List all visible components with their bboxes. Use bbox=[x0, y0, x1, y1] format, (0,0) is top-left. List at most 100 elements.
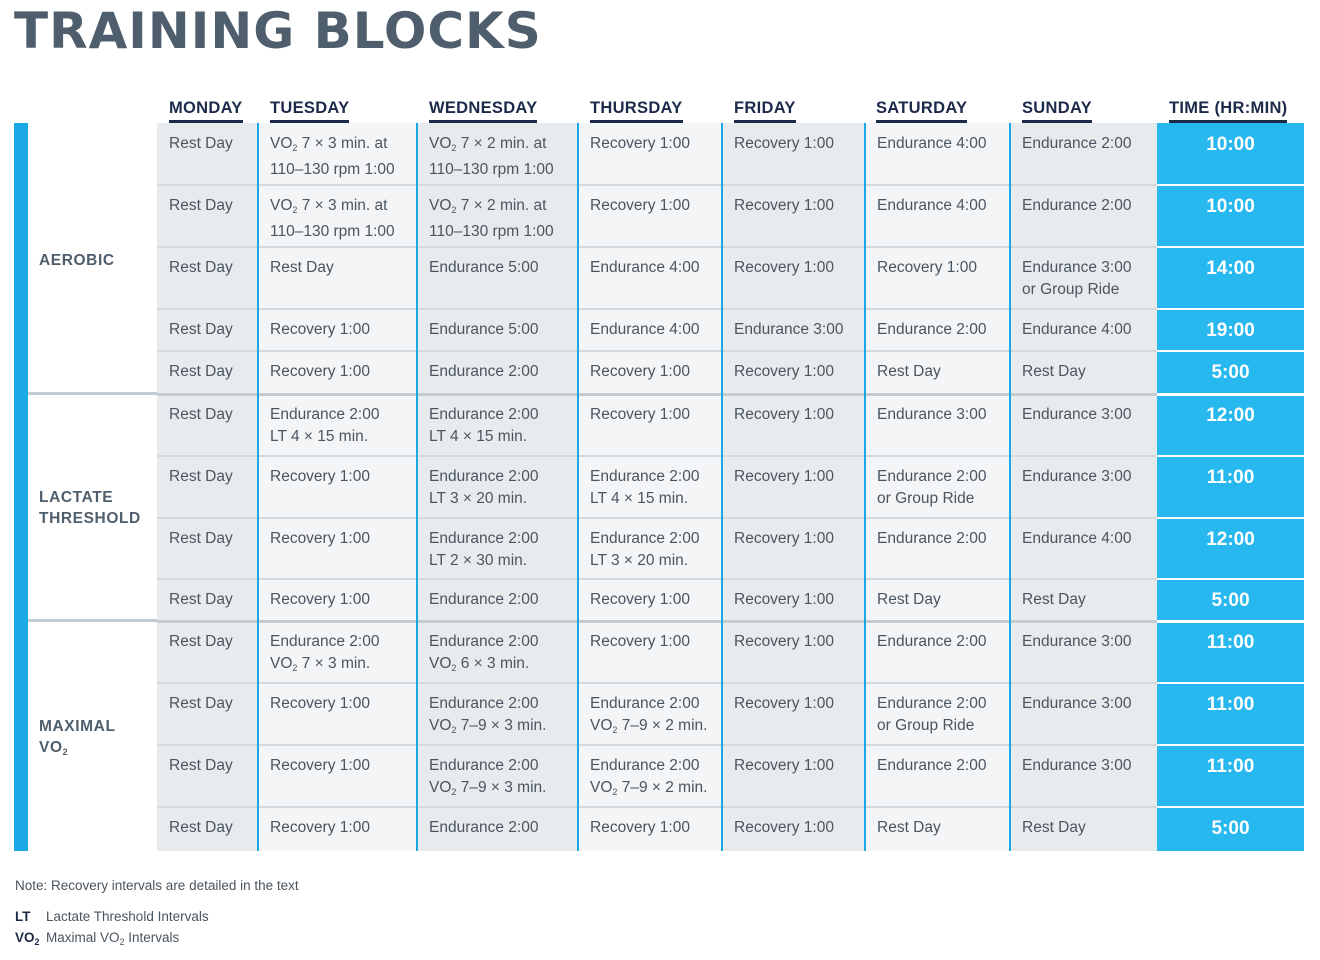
table-cell: Rest Day bbox=[157, 683, 258, 745]
row-divider bbox=[157, 806, 1157, 808]
table-cell: Recovery 1:00 bbox=[722, 351, 865, 394]
table-cell: Rest Day bbox=[865, 579, 1010, 621]
time-divider bbox=[1157, 682, 1304, 684]
column-divider bbox=[864, 123, 866, 851]
table-cell: Endurance 5:00 bbox=[417, 309, 578, 351]
column-header-time-hr-min: TIME (HR:MIN) bbox=[1169, 99, 1288, 123]
total-time-cell: 5:00 bbox=[1157, 579, 1304, 621]
table-cell: Endurance 2:00 LT 3 × 20 min. bbox=[417, 456, 578, 518]
table-cell: Rest Day bbox=[157, 123, 258, 185]
table-cell: Recovery 1:00 bbox=[578, 621, 722, 683]
legend-item: LT Lactate Threshold Intervals bbox=[15, 909, 209, 924]
table-cell: Rest Day bbox=[865, 351, 1010, 394]
total-time-cell: 10:00 bbox=[1157, 185, 1304, 247]
table-cell: Recovery 1:00 bbox=[722, 745, 865, 807]
table-cell: Recovery 1:00 bbox=[722, 456, 865, 518]
table-cell: Endurance 2:00 bbox=[417, 579, 578, 621]
row-divider bbox=[157, 393, 1157, 396]
block-separator bbox=[28, 392, 157, 395]
block-label-2: LACTATE THRESHOLD bbox=[28, 395, 157, 619]
table-cell: Recovery 1:00 bbox=[578, 185, 722, 247]
table-cell: Endurance 2:00 VO2 7–9 × 3 min. bbox=[417, 683, 578, 745]
table-cell: Rest Day bbox=[258, 247, 417, 309]
row-divider bbox=[157, 578, 1157, 580]
table-cell: Endurance 4:00 bbox=[1010, 309, 1157, 351]
table-cell: Endurance 4:00 bbox=[865, 185, 1010, 247]
table-cell: Recovery 1:00 bbox=[258, 683, 417, 745]
table-cell: Endurance 2:00 VO2 7–9 × 2 min. bbox=[578, 745, 722, 807]
table-cell: Endurance 2:00 VO2 7 × 3 min. bbox=[258, 621, 417, 683]
table-cell: Rest Day bbox=[157, 745, 258, 807]
table-cell: Recovery 1:00 bbox=[578, 807, 722, 851]
table-cell: Recovery 1:00 bbox=[722, 621, 865, 683]
table-cell: Recovery 1:00 bbox=[865, 247, 1010, 309]
column-header-monday: MONDAY bbox=[169, 99, 243, 123]
table-cell: Endurance 4:00 bbox=[865, 123, 1010, 185]
table-cell: Recovery 1:00 bbox=[722, 579, 865, 621]
table-cell: Endurance 3:00 bbox=[1010, 456, 1157, 518]
block-label-1: AEROBIC bbox=[28, 123, 157, 392]
table-cell: Recovery 1:00 bbox=[722, 123, 865, 185]
table-cell: VO2 7 × 2 min. at 110–130 rpm 1:00 bbox=[417, 185, 578, 247]
table-cell: Endurance 3:00 or Group Ride bbox=[1010, 247, 1157, 309]
table-cell: Recovery 1:00 bbox=[722, 683, 865, 745]
table-cell: Endurance 3:00 bbox=[1010, 745, 1157, 807]
time-divider bbox=[1157, 620, 1304, 623]
table-cell: Recovery 1:00 bbox=[578, 123, 722, 185]
table-cell: Recovery 1:00 bbox=[722, 247, 865, 309]
accent-bar bbox=[14, 123, 28, 851]
table-cell: Endurance 2:00 LT 3 × 20 min. bbox=[578, 518, 722, 579]
table-cell: Endurance 2:00 bbox=[865, 621, 1010, 683]
column-divider bbox=[1009, 123, 1011, 851]
total-time-cell: 10:00 bbox=[1157, 123, 1304, 185]
time-divider bbox=[1157, 393, 1304, 396]
column-header-saturday: SATURDAY bbox=[876, 99, 968, 123]
column-header-thursday: THURSDAY bbox=[590, 99, 683, 123]
total-time-cell: 12:00 bbox=[1157, 518, 1304, 579]
table-cell: Endurance 2:00 bbox=[865, 309, 1010, 351]
block-separator bbox=[28, 619, 157, 622]
header-underline bbox=[590, 120, 683, 123]
table-cell: Endurance 2:00 bbox=[1010, 123, 1157, 185]
table-cell: Recovery 1:00 bbox=[722, 518, 865, 579]
table-cell: Endurance 2:00 VO2 7–9 × 2 min. bbox=[578, 683, 722, 745]
row-divider bbox=[157, 184, 1157, 186]
table-cell: VO2 7 × 3 min. at 110–130 rpm 1:00 bbox=[258, 185, 417, 247]
table-cell: VO2 7 × 3 min. at 110–130 rpm 1:00 bbox=[258, 123, 417, 185]
legend-text: Maximal VO2 Intervals bbox=[46, 930, 180, 947]
column-divider bbox=[721, 123, 723, 851]
block-label-3: MAXIMAL VO2 bbox=[28, 622, 157, 851]
total-time-cell: 12:00 bbox=[1157, 394, 1304, 456]
table-cell: Endurance 3:00 bbox=[1010, 621, 1157, 683]
page-title: TRAINING BLOCKS bbox=[14, 2, 542, 60]
time-divider bbox=[1157, 744, 1304, 746]
table-cell: Recovery 1:00 bbox=[722, 185, 865, 247]
table-cell: Recovery 1:00 bbox=[578, 351, 722, 394]
time-divider bbox=[1157, 184, 1304, 186]
total-time-cell: 5:00 bbox=[1157, 807, 1304, 851]
block-name: AEROBIC bbox=[39, 252, 115, 269]
column-header-tuesday: TUESDAY bbox=[270, 99, 350, 123]
column-divider bbox=[577, 123, 579, 851]
row-divider bbox=[157, 517, 1157, 519]
table-cell: Rest Day bbox=[157, 807, 258, 851]
column-header-friday: FRIDAY bbox=[734, 99, 796, 123]
legend-item: VO2 Maximal VO2 Intervals bbox=[15, 930, 179, 947]
column-header-wednesday: WEDNESDAY bbox=[429, 99, 538, 123]
table-cell: Endurance 2:00 bbox=[417, 807, 578, 851]
row-divider bbox=[157, 620, 1157, 623]
row-divider bbox=[157, 744, 1157, 746]
table-cell: Rest Day bbox=[157, 456, 258, 518]
table-cell: Endurance 2:00 LT 4 × 15 min. bbox=[578, 456, 722, 518]
total-time-cell: 11:00 bbox=[1157, 745, 1304, 807]
table-cell: Endurance 4:00 bbox=[578, 309, 722, 351]
legend-abbr: VO2 bbox=[15, 930, 40, 947]
time-divider bbox=[1157, 308, 1304, 310]
table-cell: Endurance 5:00 bbox=[417, 247, 578, 309]
table-cell: Recovery 1:00 bbox=[258, 745, 417, 807]
column-divider bbox=[416, 123, 418, 851]
legend-text: Lactate Threshold Intervals bbox=[46, 909, 209, 924]
header-underline bbox=[1169, 120, 1288, 123]
row-divider bbox=[157, 246, 1157, 248]
table-cell: Recovery 1:00 bbox=[258, 579, 417, 621]
